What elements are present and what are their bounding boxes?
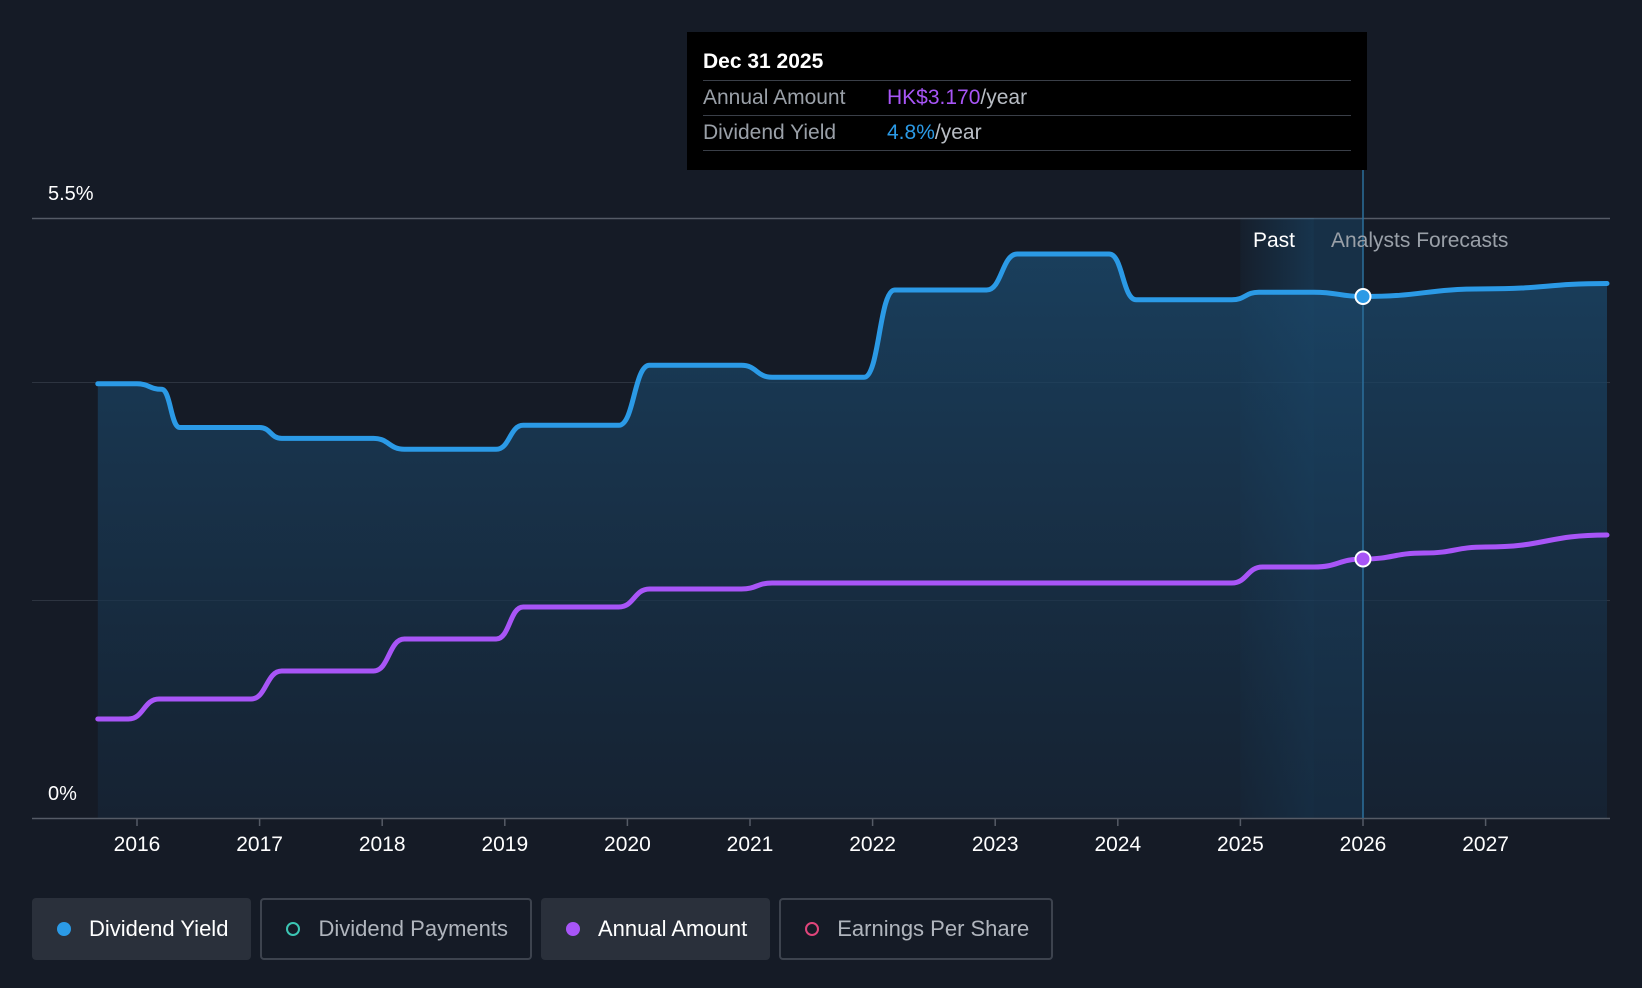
past-label: Past: [1253, 229, 1296, 252]
x-tick-label-2027: 2027: [1462, 833, 1509, 856]
legend-label: Earnings Per Share: [837, 916, 1030, 941]
legend: Dividend Yield Dividend Payments Annual …: [32, 898, 1054, 960]
x-tick-label-2025: 2025: [1217, 833, 1264, 856]
legend-annual-amount-button[interactable]: Annual Amount: [540, 898, 771, 960]
legend-label: Annual Amount: [597, 916, 748, 941]
tooltip-label: Dividend Yield: [703, 121, 837, 144]
dividend-payments-ring-icon: [286, 922, 301, 936]
dividend-yield-area: [97, 254, 1607, 818]
tooltip-row-dividend-yield: Dividend Yield 4.8% /year: [703, 115, 1351, 151]
dividend-yield-dot-icon: [57, 922, 71, 936]
x-tick-label-2024: 2024: [1094, 833, 1141, 856]
tooltip-value: HK$3.170: [887, 86, 981, 109]
legend-label: Dividend Payments: [318, 916, 508, 941]
x-tick-label-2022: 2022: [849, 833, 896, 856]
x-tick-label-2020: 2020: [604, 833, 651, 856]
tooltip-value: 4.8%: [887, 121, 935, 144]
legend-label: Dividend Yield: [89, 916, 229, 941]
earnings-per-share-ring-icon: [805, 922, 820, 936]
y-tick-label-top: 5.5%: [48, 183, 94, 205]
analysts-forecasts-label: Analysts Forecasts: [1331, 229, 1509, 252]
tooltip-row-annual-amount: Annual Amount HK$3.170 /year: [703, 80, 1351, 115]
x-tick-label-2016: 2016: [114, 833, 161, 856]
legend-dividend-payments-button[interactable]: Dividend Payments: [260, 898, 532, 960]
x-tick-label-2026: 2026: [1340, 833, 1387, 856]
legend-dividend-yield-button[interactable]: Dividend Yield: [32, 898, 252, 960]
annual-amount-dot-icon: [565, 922, 580, 936]
tooltip-unit: /year: [980, 86, 1028, 109]
tooltip-label: Annual Amount: [703, 86, 846, 109]
tooltip-unit: /year: [934, 121, 982, 144]
dividend-yield-line: [95, 251, 1610, 452]
annual-amount-marker: [1354, 550, 1372, 568]
chart-tooltip: Dec 31 2025 Annual Amount HK$3.170 /year…: [687, 32, 1367, 170]
y-tick-label-bottom: 0%: [48, 783, 77, 805]
x-tick-label-2023: 2023: [972, 833, 1019, 856]
legend-earnings-per-share-button[interactable]: Earnings Per Share: [779, 898, 1054, 960]
tooltip-date: Dec 31 2025: [703, 50, 824, 73]
x-tick-label-2021: 2021: [727, 833, 774, 856]
dividend-yield-marker: [1354, 288, 1372, 306]
x-tick-label-2018: 2018: [359, 833, 406, 856]
annual-amount-line: [95, 532, 1610, 722]
x-tick-label-2019: 2019: [481, 833, 528, 856]
x-tick-label-2017: 2017: [236, 833, 283, 856]
